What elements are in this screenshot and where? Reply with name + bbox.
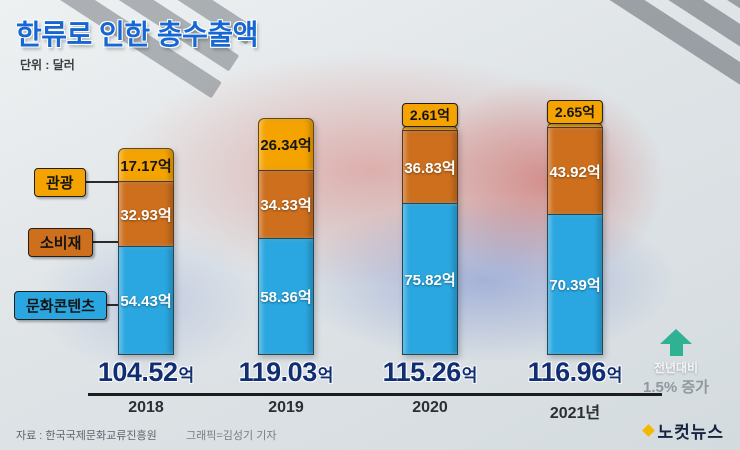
legend-connector-line <box>70 181 118 183</box>
bar-2021년: 43.92억 70.39억 <box>547 123 603 355</box>
segment-value-label-2020: 2.61억 <box>401 103 459 127</box>
unit-label: 단위 : 달러 <box>20 58 75 72</box>
source-credit: 자료 : 한국국제문화교류진흥원 <box>16 430 157 442</box>
annotation-value: 1.5% 증가 <box>643 379 709 396</box>
segment-문화콘텐츠-2020: 75.82억 <box>402 203 458 355</box>
news-logo: 노컷뉴스 <box>642 418 724 443</box>
x-axis-line <box>88 393 662 396</box>
logo-mark-icon <box>642 424 656 437</box>
annotation-label: 전년대비 <box>653 361 699 375</box>
segment-소비재-2019: 34.33억 <box>258 170 314 239</box>
flag-taeguk-red-decoration <box>425 78 665 283</box>
up-arrow-icon <box>660 329 692 344</box>
bar-2020: 36.83억 75.82억 <box>402 126 458 355</box>
bar-2018: 17.17억 32.93억 54.43억 <box>118 148 174 355</box>
x-tick-2019: 2019 <box>268 399 304 416</box>
segment-문화콘텐츠-2021년: 70.39억 <box>547 214 603 355</box>
segment-소비재-2020: 36.83억 <box>402 130 458 204</box>
total-label-2020: 115.26억 <box>382 357 478 387</box>
segment-관광-2018: 17.17억 <box>118 148 174 182</box>
graphic-credit: 그래픽=김성기 기자 <box>186 430 277 442</box>
total-label-2018: 104.52억 <box>97 357 195 387</box>
segment-관광-2019: 26.34억 <box>258 118 314 171</box>
logo-text: 노컷뉴스 <box>657 423 724 442</box>
bar-2019: 26.34억 34.33억 58.36억 <box>258 118 314 355</box>
total-label-2021년: 116.96억 <box>527 357 623 387</box>
x-tick-2020: 2020 <box>412 399 448 416</box>
flag-trigram-decoration-right <box>520 0 740 101</box>
segment-문화콘텐츠-2018: 54.43억 <box>118 246 174 355</box>
legend-item-tourism: 관광 <box>34 168 86 197</box>
segment-소비재-2018: 32.93억 <box>118 181 174 247</box>
total-label-2019: 119.03억 <box>238 357 334 387</box>
x-tick-2021년: 2021년 <box>549 405 601 422</box>
yoy-increase-annotation: 전년대비 1.5% 증가 <box>628 329 724 397</box>
segment-소비재-2021년: 43.92억 <box>547 127 603 215</box>
page-title: 한류로 인한 총수출액 <box>16 19 258 50</box>
segment-value-label-2021년: 2.65억 <box>546 100 604 124</box>
segment-문화콘텐츠-2019: 58.36억 <box>258 238 314 355</box>
legend-connector-line <box>70 241 118 243</box>
flag-taeguk-blue-decoration <box>295 198 675 363</box>
up-arrow-icon <box>669 344 683 356</box>
x-tick-2018: 2018 <box>128 399 164 416</box>
legend-item-cultural-content: 문화콘텐츠 <box>14 291 108 320</box>
legend-item-consumer-goods: 소비재 <box>28 228 94 257</box>
